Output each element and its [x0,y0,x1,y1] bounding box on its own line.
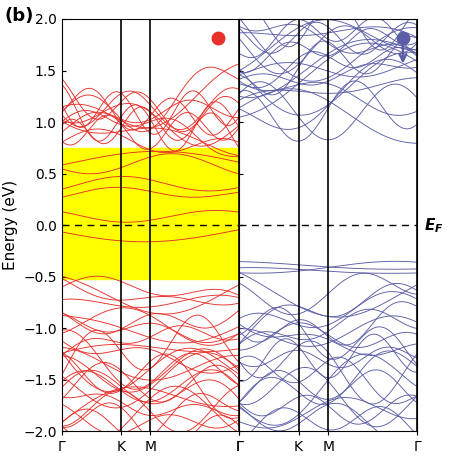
Text: (b): (b) [5,7,34,25]
Text: $\bfit{E_F}$: $\bfit{E_F}$ [424,216,444,235]
Y-axis label: Energy (eV): Energy (eV) [2,180,18,270]
Bar [62,148,239,279]
